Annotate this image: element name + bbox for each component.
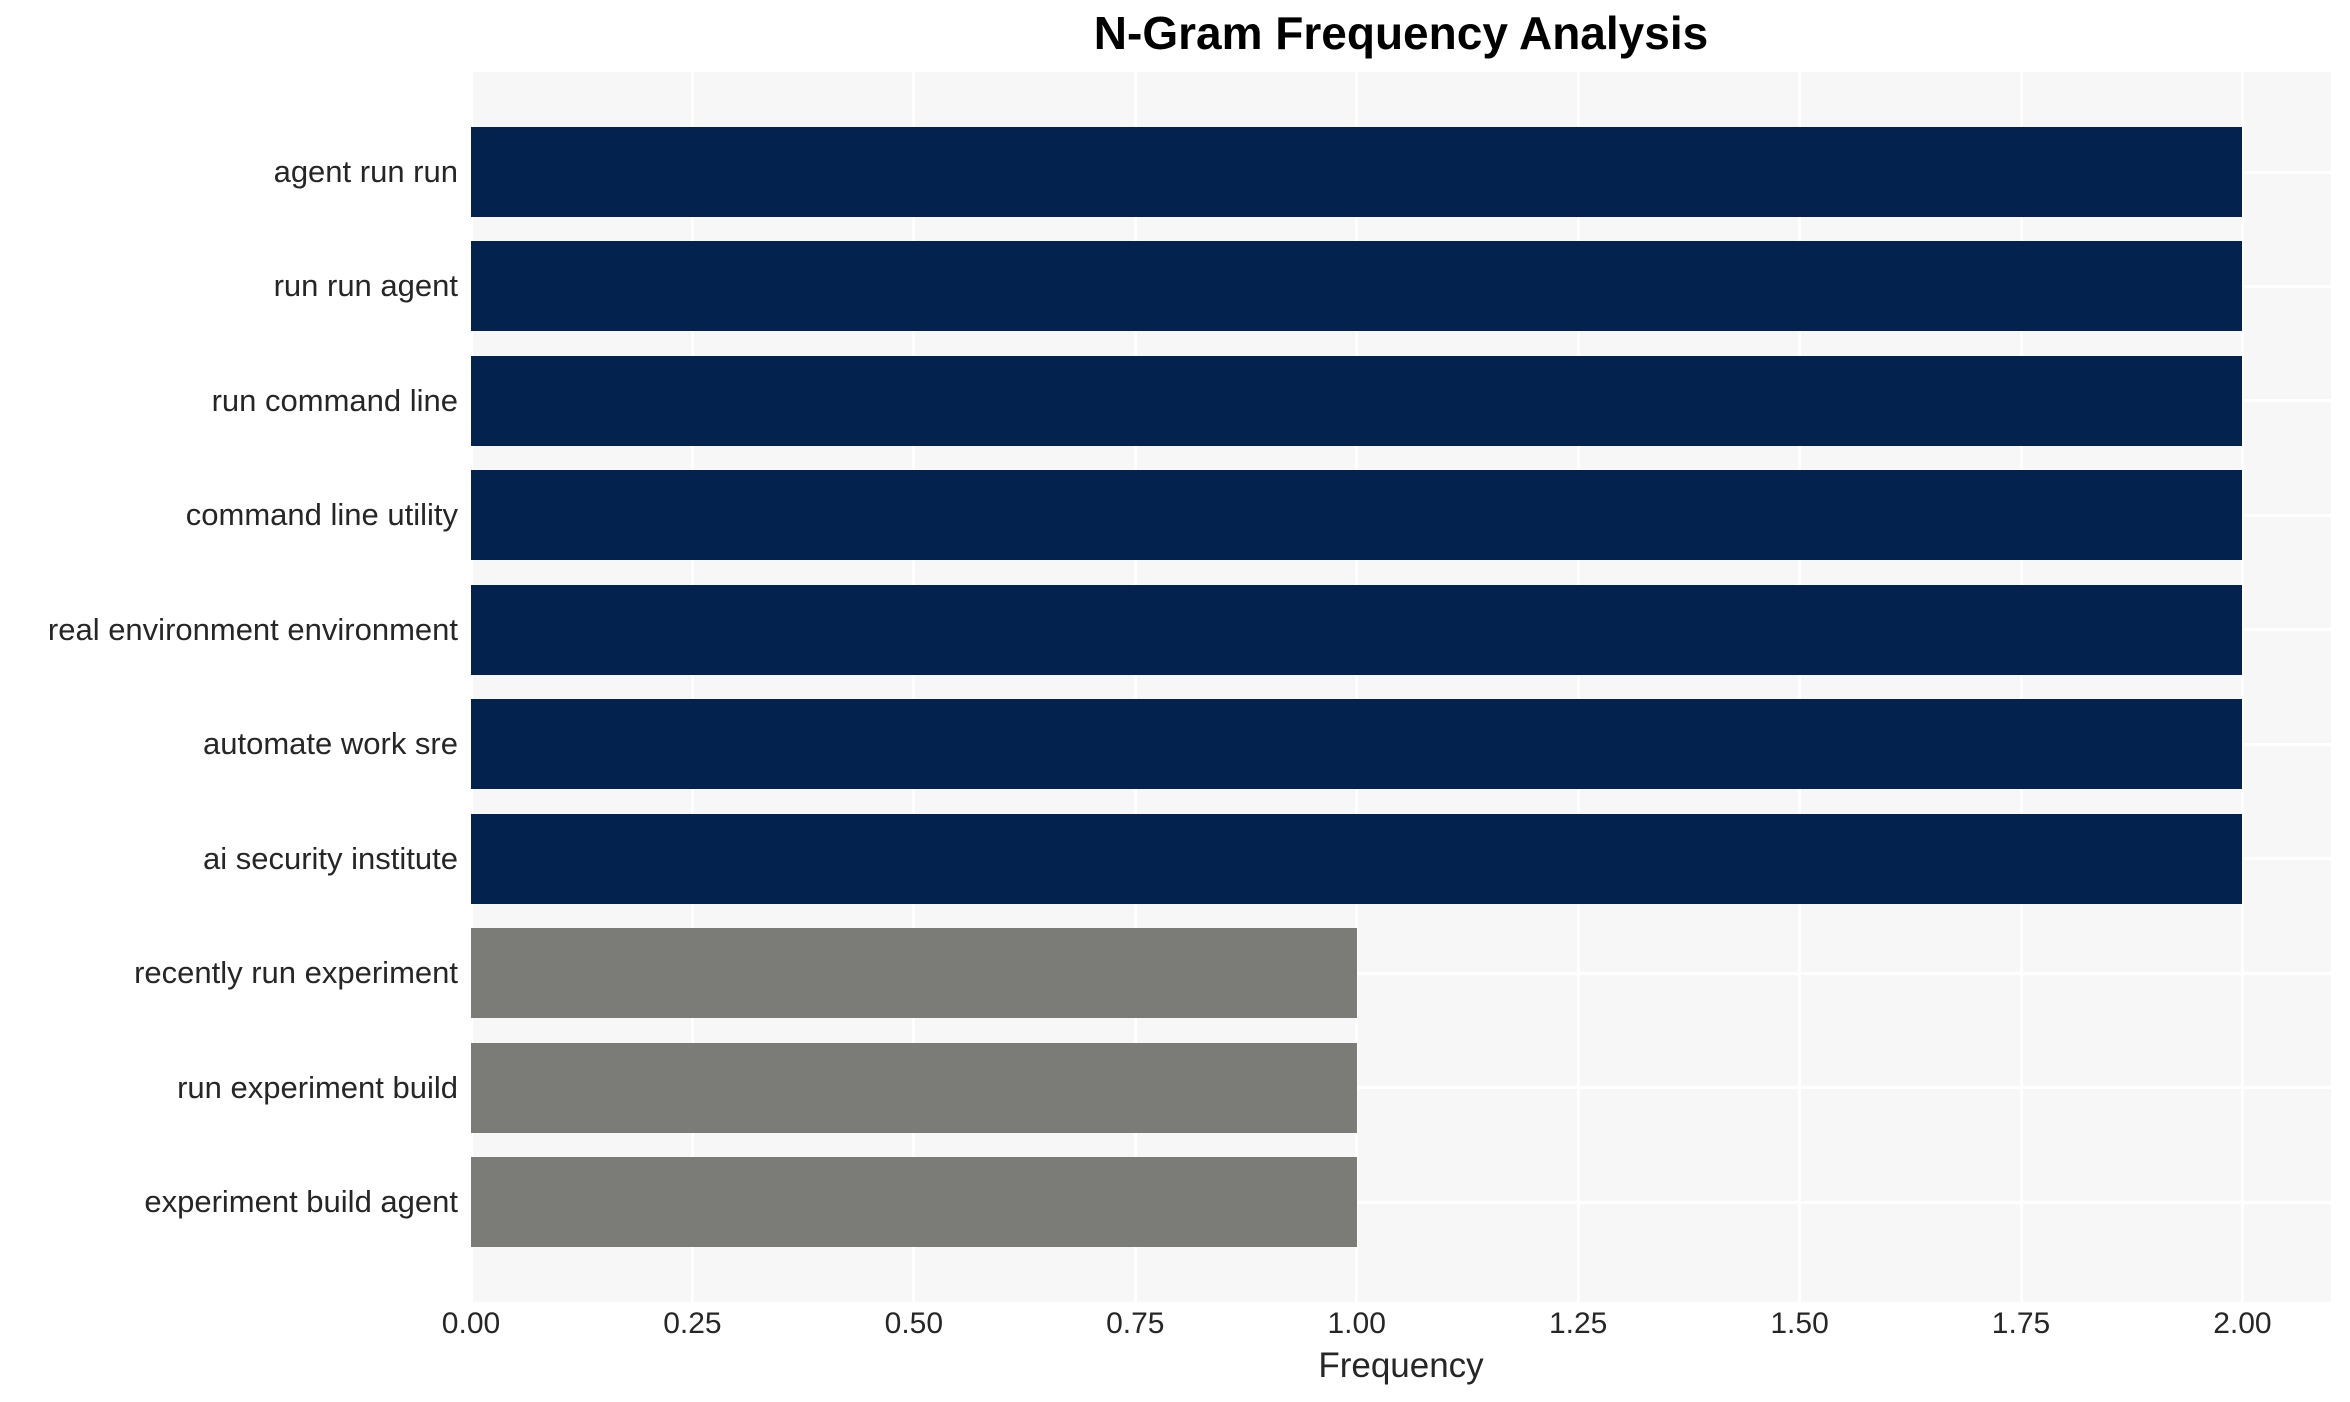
x-tick-label: 1.25: [1548, 1307, 1608, 1340]
y-tick-label: run command line: [211, 382, 458, 418]
bar-agent-run-run: [471, 127, 2243, 217]
bar-recently-run-experiment: [471, 928, 1357, 1019]
x-tick-label: 1.50: [1770, 1307, 1829, 1340]
plot-area: [469, 72, 2331, 1302]
bar-command-line-utility: [471, 470, 2243, 561]
gridline-vertical: [2240, 72, 2244, 1302]
bar-real-environment-environment: [471, 584, 2243, 675]
y-tick-label: command line utility: [185, 497, 458, 533]
y-tick-label: real environment environment: [47, 611, 458, 647]
x-tick-label: 0.00: [441, 1307, 501, 1340]
gridline-vertical: [1133, 72, 1137, 1302]
gridline-horizontal: [471, 971, 2331, 975]
y-tick-label: recently run experiment: [134, 955, 458, 991]
y-tick-label: run run agent: [273, 268, 458, 304]
gridline-vertical: [1798, 72, 1802, 1302]
x-tick-label: 0.75: [1106, 1307, 1165, 1340]
gridline-vertical: [1355, 72, 1359, 1302]
chart-title: N-Gram Frequency Analysis: [1093, 7, 1709, 59]
gridline-horizontal: [471, 1200, 2331, 1204]
y-tick-label: experiment build agent: [144, 1184, 458, 1219]
gridline-horizontal: [471, 1086, 2331, 1090]
x-tick-label: 0.50: [884, 1307, 944, 1340]
bar-experiment-build-agent: [471, 1157, 1357, 1247]
bar-ai-security-institute: [471, 813, 2243, 904]
x-axis-label: Frequency: [1318, 1346, 1484, 1385]
x-tick-label: 0.25: [663, 1307, 722, 1340]
x-tick-label: 1.75: [1991, 1307, 2051, 1340]
gridline-vertical: [690, 72, 694, 1302]
y-tick-label: run experiment build: [177, 1069, 458, 1105]
x-tick-label: 1.00: [1327, 1307, 1386, 1340]
gridline-vertical: [1576, 72, 1580, 1302]
gridline-vertical: [469, 72, 473, 1302]
y-tick-label: automate work sre: [203, 726, 458, 762]
bar-run-command-line: [471, 355, 2243, 446]
bar-run-experiment-build: [471, 1042, 1357, 1133]
bar-run-run-agent: [471, 241, 2243, 332]
x-tick-label: 2.00: [2213, 1307, 2272, 1340]
bar-automate-work-sre: [471, 699, 2243, 790]
y-tick-label: ai security institute: [203, 840, 458, 876]
gridline-vertical: [2019, 72, 2023, 1302]
gridline-vertical: [912, 72, 916, 1302]
y-tick-label: agent run run: [273, 154, 458, 189]
